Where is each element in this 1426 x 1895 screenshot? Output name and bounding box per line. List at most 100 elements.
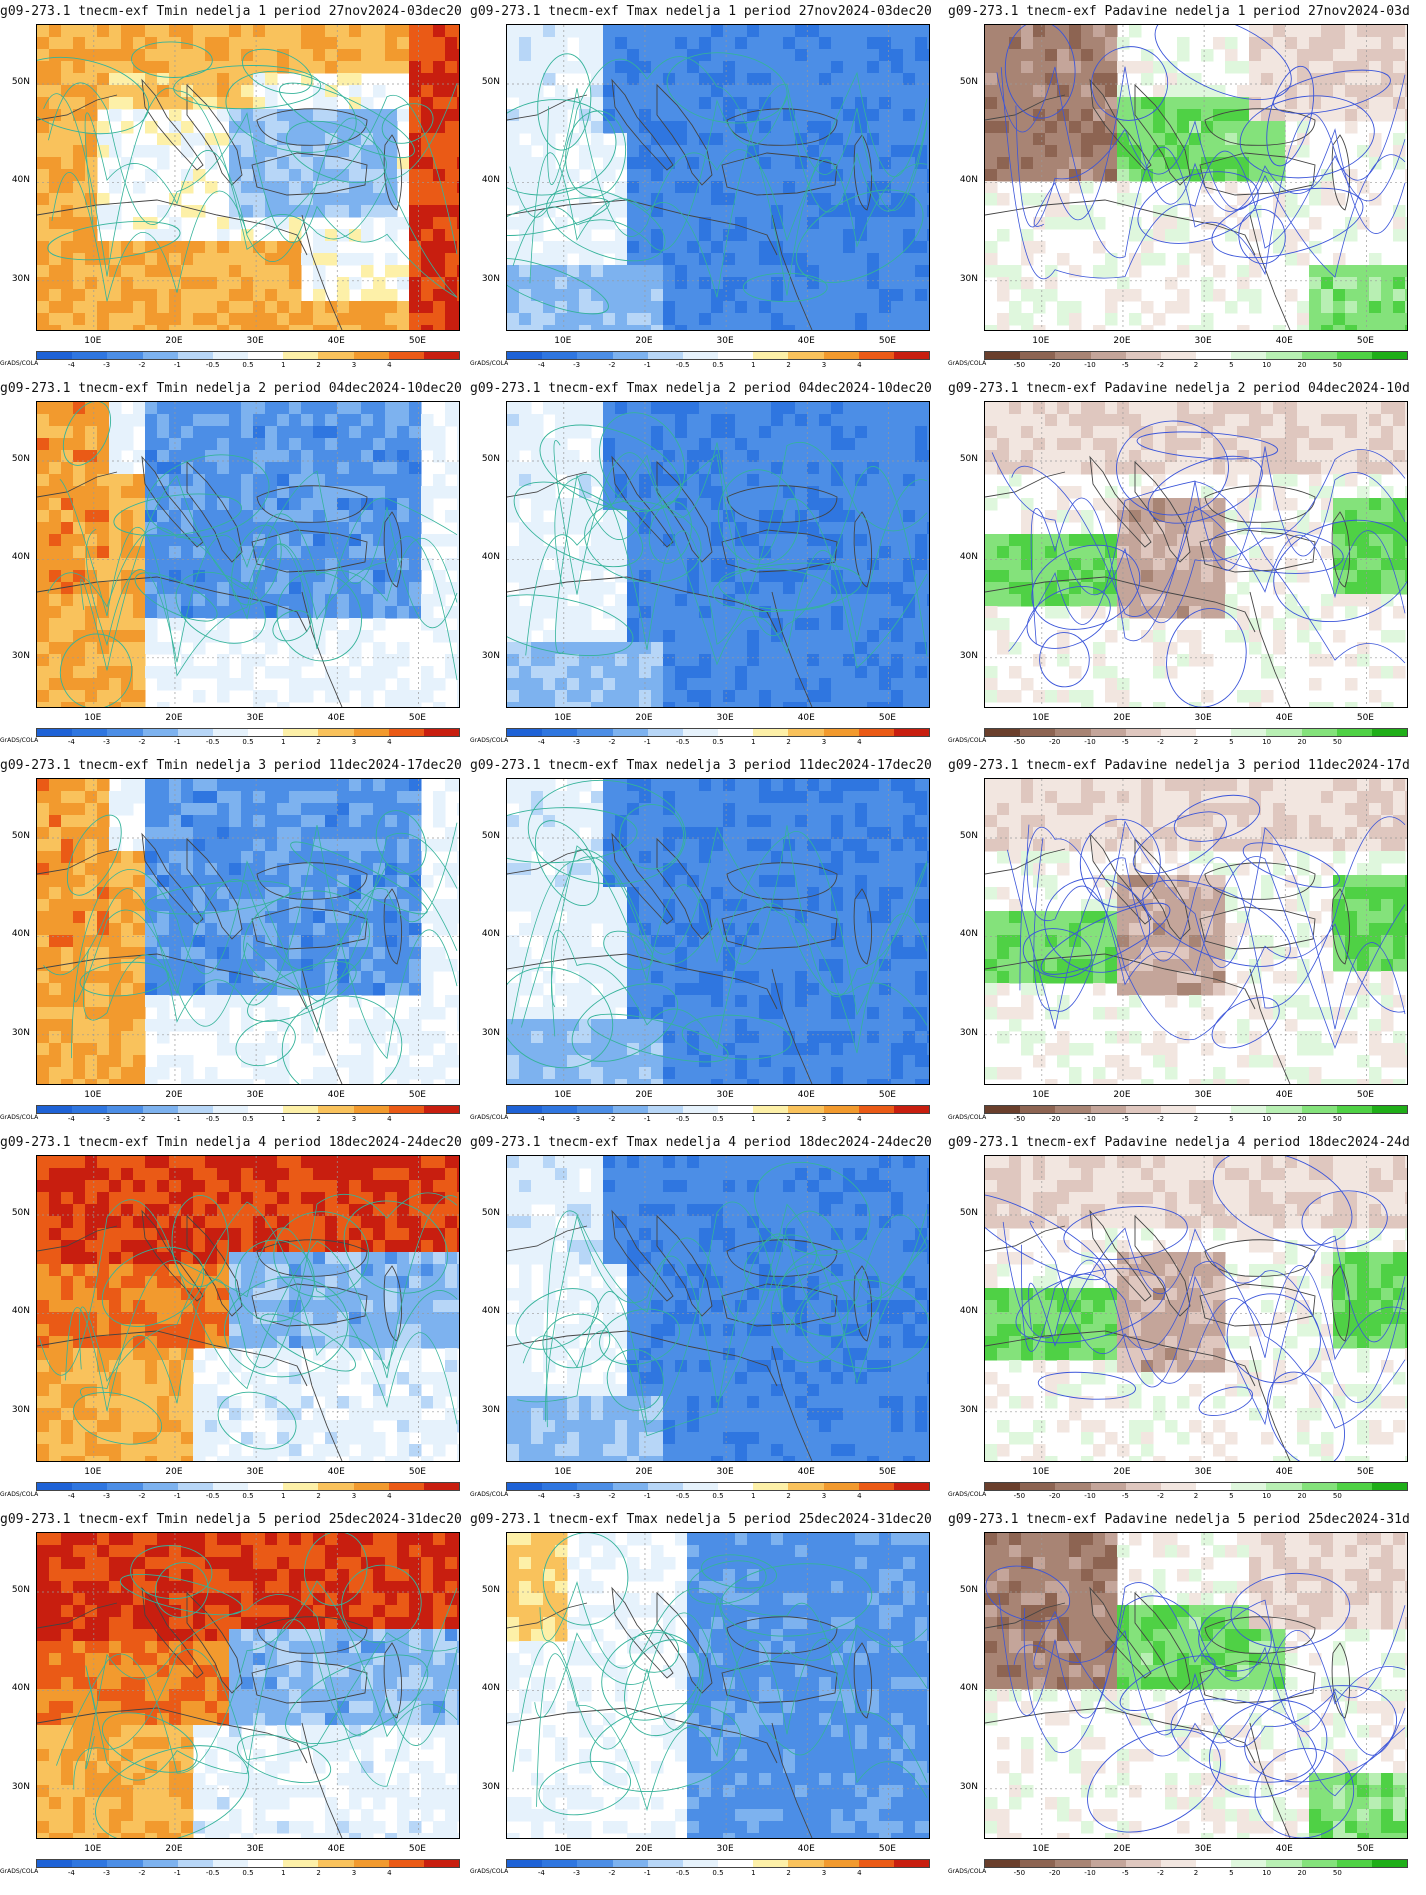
color-bar-label: 2 [316,1869,321,1877]
map-panel: g09-273.1 tnecm-exf Tmax nedelja 5 perio… [470,1508,932,1886]
color-bar-segment [858,729,894,736]
color-bar-label: -4 [67,1115,75,1123]
color-bar-label: 4 [387,361,392,369]
color-bar-label: -5 [1121,361,1129,369]
color-bar-label: -3 [103,361,111,369]
color-bar-segment [1055,1483,1091,1490]
color-bar-label: -4 [67,1869,75,1877]
panel-title: g09-273.1 tnecm-exf Tmin nedelja 1 perio… [0,4,462,19]
color-bar-label: 5 [1229,361,1234,369]
lon-label: 50E [878,713,896,723]
color-bar-label: -3 [573,1492,581,1500]
map-svg [985,25,1407,330]
credit-label: GrADS/COLA [0,360,39,367]
color-bar-segment [507,1860,543,1867]
color-bar-label: -2 [138,1492,146,1500]
lon-label: 50E [1356,336,1374,346]
color-bar-segment [1125,729,1161,736]
color-bar-segment [647,1106,683,1113]
color-bar [36,351,460,360]
color-bar-segment [1090,1860,1126,1867]
credit-label: GrADS/COLA [0,1868,39,1875]
lon-label: 30E [716,1090,734,1100]
lat-label: 30N [481,1404,500,1415]
lon-label: 30E [716,1844,734,1854]
color-bar-label: -1 [173,361,181,369]
color-bar-label: 20 [1297,361,1307,369]
color-bar-segment [212,352,249,359]
color-bar-label: 4 [857,1115,862,1123]
lon-label: 20E [165,336,183,346]
lat-label: 30N [11,650,30,661]
color-bar-segment [388,1106,424,1113]
color-bar-segment [318,1106,354,1113]
lat-label: 40N [959,552,978,563]
color-bar-segment [858,352,894,359]
color-bar-segment [37,1483,73,1490]
color-bar-segment [107,1860,143,1867]
panel-title: g09-273.1 tnecm-exf Padavine nedelja 3 p… [948,758,1410,773]
color-bar-label: 2 [1193,1869,1199,1877]
lon-label: 30E [716,713,734,723]
color-bar-label: -20 [1048,361,1061,369]
color-bar-label: 3 [351,361,357,369]
color-bar-segment [318,352,354,359]
map-area [506,401,930,708]
credit-label: GrADS/COLA [948,1868,987,1875]
color-bar-segment [318,1860,354,1867]
color-bar-segment [1266,1860,1302,1867]
lon-label: 20E [165,1467,183,1477]
color-bar-label: 0.5 [242,738,254,746]
color-bar-segment [1266,1483,1302,1490]
lon-label: 50E [1356,1467,1374,1477]
lon-label: 30E [1194,1844,1212,1854]
color-bar-label: 3 [351,738,357,746]
color-bar [506,1482,930,1491]
panel-title: g09-273.1 tnecm-exf Tmin nedelja 4 perio… [0,1135,462,1150]
credit-label: GrADS/COLA [470,1491,509,1498]
map-panel: g09-273.1 tnecm-exf Padavine nedelja 5 p… [948,1508,1410,1886]
credit-label: GrADS/COLA [470,360,509,367]
color-bar-label: -50 [1013,1115,1026,1123]
panel-title: g09-273.1 tnecm-exf Tmax nedelja 3 perio… [470,758,932,773]
panel-title: g09-273.1 tnecm-exf Padavine nedelja 1 p… [948,4,1410,19]
color-bar-segment [107,352,143,359]
lat-label: 40N [11,175,30,186]
color-bar-label: 50 [1332,738,1342,746]
color-bar [984,1859,1408,1868]
lat-label: 30N [481,650,500,661]
color-bar-label: -0.5 [675,1492,690,1500]
color-bar-segment [1336,1860,1372,1867]
lon-label: 50E [1356,1090,1374,1100]
color-bar-segment [682,1483,719,1490]
map-svg [985,1156,1407,1461]
panel-title: g09-273.1 tnecm-exf Padavine nedelja 5 p… [948,1512,1410,1527]
lon-label: 40E [327,1844,345,1854]
lat-label: 40N [481,552,500,563]
lon-label: 30E [1194,336,1212,346]
credit-label: GrADS/COLA [948,1491,987,1498]
lon-label: 30E [246,336,264,346]
color-bar-label: -10 [1084,738,1096,746]
lat-label: 50N [481,831,500,842]
lon-label: 30E [716,336,734,346]
lat-label: 40N [481,175,500,186]
color-bar-segment [647,729,683,736]
color-bar-segment [142,729,178,736]
credit-label: GrADS/COLA [0,1114,39,1121]
color-bar-segment [388,729,424,736]
color-bar-segment [612,1860,648,1867]
color-bar-label: -4 [67,1492,75,1500]
color-bar-label: 5 [1229,1869,1234,1877]
color-bar-segment [72,729,108,736]
color-bar-segment [212,1106,249,1113]
color-bar-label: 50 [1332,361,1342,369]
color-bar [984,1482,1408,1491]
color-bar-segment [423,1106,460,1113]
lon-label: 50E [1356,713,1374,723]
color-bar-label: -1 [643,1115,651,1123]
color-bar-label: 1 [751,361,756,369]
color-bar-segment [248,352,284,359]
color-bar-label: 3 [821,1115,827,1123]
color-bar-segment [1196,1483,1232,1490]
